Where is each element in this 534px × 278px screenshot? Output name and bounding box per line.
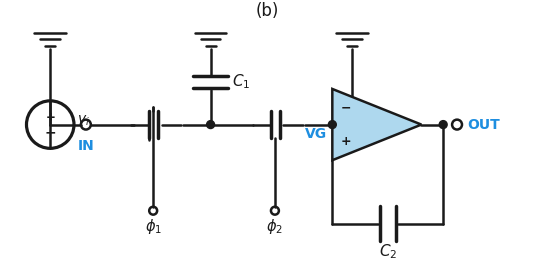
Text: −: − <box>44 125 56 140</box>
Text: $\phi_1$: $\phi_1$ <box>145 217 162 236</box>
Text: +: + <box>341 135 351 148</box>
Circle shape <box>439 121 447 128</box>
Circle shape <box>328 121 336 128</box>
Text: OUT: OUT <box>467 118 500 131</box>
Text: (b): (b) <box>255 2 279 20</box>
Text: $C_1$: $C_1$ <box>232 73 251 91</box>
Text: VG: VG <box>305 128 327 142</box>
Text: −: − <box>341 101 351 114</box>
Text: $C_2$: $C_2$ <box>379 242 397 261</box>
Text: $\phi_2$: $\phi_2$ <box>266 217 284 236</box>
Text: IN: IN <box>77 139 94 153</box>
Circle shape <box>207 121 215 128</box>
Text: +: + <box>45 111 55 124</box>
Polygon shape <box>332 89 421 160</box>
Text: $v_i$: $v_i$ <box>77 113 90 128</box>
